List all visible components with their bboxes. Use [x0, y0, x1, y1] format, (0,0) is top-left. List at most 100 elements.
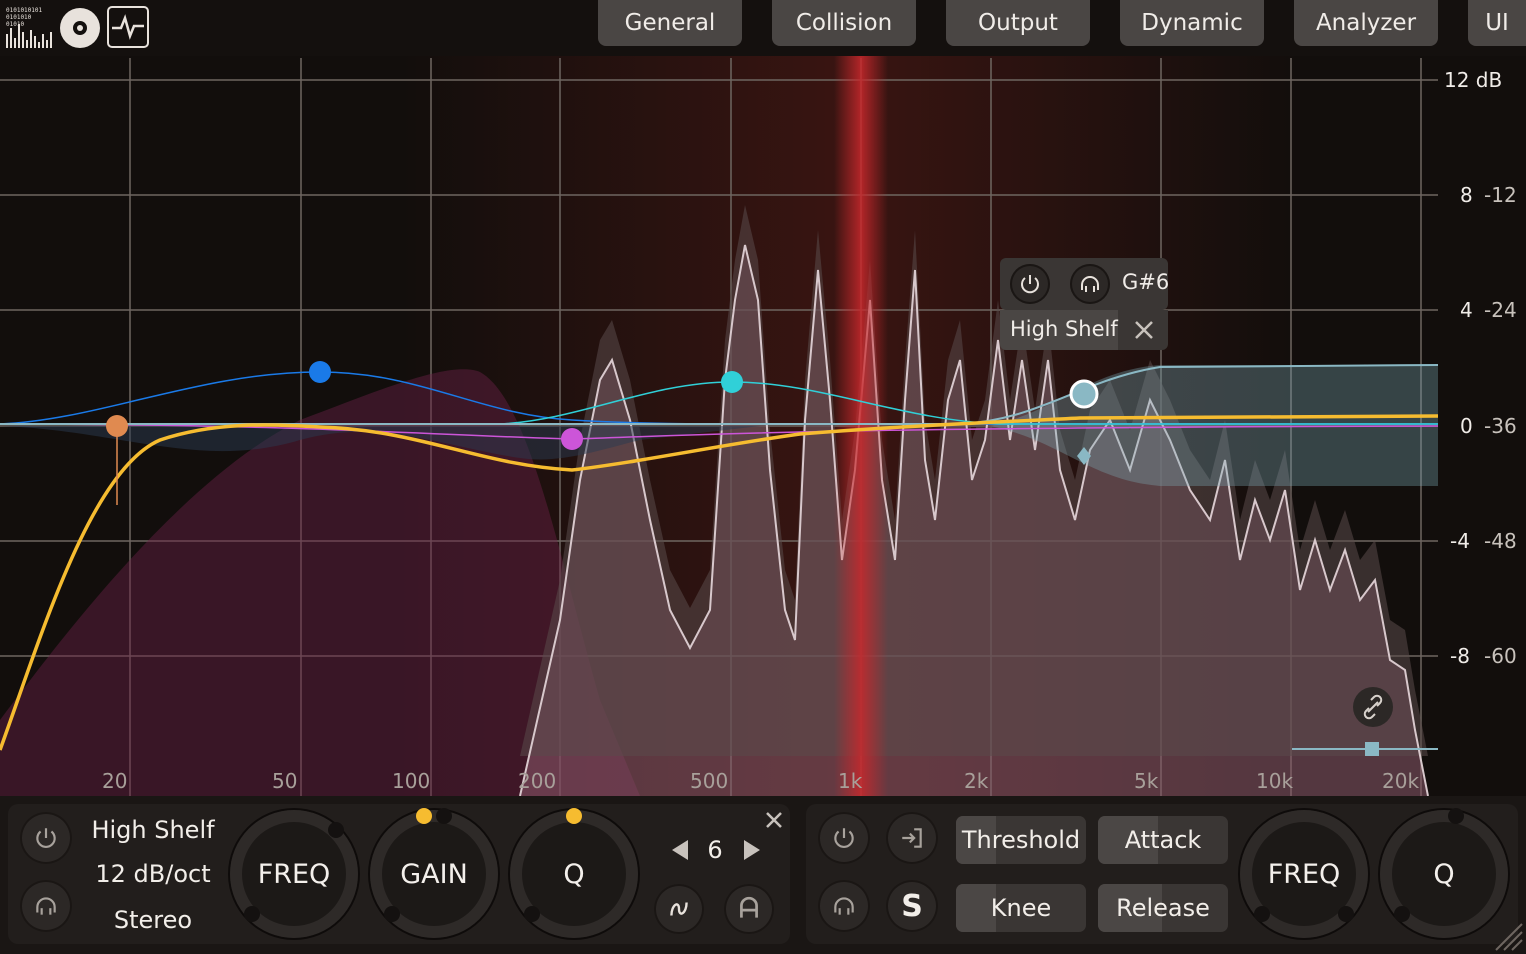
bottom-panel: High Shelf 12 dB/oct Stereo FREQ GAIN Q …	[0, 796, 1526, 954]
freq-label: 50	[272, 769, 297, 793]
tab-ui[interactable]: UI	[1468, 0, 1526, 46]
slope-selector[interactable]: 12 dB/oct	[95, 860, 211, 888]
analyzer-db-label: -60	[1484, 644, 1517, 668]
band-3-handle[interactable]	[561, 428, 583, 450]
collision-band	[834, 56, 888, 796]
dynamic-threshold-handle[interactable]	[1077, 447, 1091, 465]
headphones-icon	[1081, 276, 1099, 292]
q-knob[interactable]: Q	[510, 808, 638, 938]
analyzer-toggle-icon[interactable]	[107, 6, 149, 48]
band-listen-button[interactable]	[20, 880, 72, 932]
threshold-slider[interactable]: Threshold	[956, 816, 1086, 864]
db-label: 0	[1460, 414, 1473, 438]
spectrum-peak-shade	[520, 205, 1428, 756]
db-label: 4	[1460, 298, 1473, 322]
side-mode-button[interactable]: S	[886, 880, 938, 932]
freq-label: 10k	[1256, 769, 1293, 793]
q-indicator	[566, 808, 582, 824]
band-2-handle[interactable]	[309, 361, 331, 383]
band-power-button[interactable]	[1010, 264, 1050, 304]
band-4-handle[interactable]	[721, 371, 743, 393]
db-label: 8	[1460, 183, 1473, 207]
q-knob-label: Q	[563, 858, 585, 890]
svg-text:0101010: 0101010	[6, 14, 32, 21]
band-solo-button[interactable]	[1070, 264, 1110, 304]
freq-label: 20k	[1382, 769, 1419, 793]
dynamic-freq-knob-label: FREQ	[1267, 858, 1341, 890]
freq-label: 2k	[964, 769, 989, 793]
link-icon	[1363, 694, 1383, 720]
band-6-handle[interactable]	[1069, 379, 1099, 409]
top-bar: 0101010101 0101010 01010 General Collision…	[0, 0, 1526, 56]
db-label: 12 dB	[1444, 68, 1502, 92]
power-icon	[834, 828, 854, 849]
band-range-handle[interactable]	[1365, 742, 1379, 756]
knee-slider[interactable]: Knee	[956, 884, 1086, 932]
filter-type-selector[interactable]: High Shelf	[91, 816, 215, 844]
arrow-left-icon[interactable]	[668, 838, 692, 862]
close-icon[interactable]	[1133, 319, 1155, 341]
knee-label: Knee	[990, 894, 1052, 922]
tab-output[interactable]: Output	[946, 0, 1090, 46]
freq-label: 5k	[1134, 769, 1159, 793]
freq-label: 500	[690, 769, 728, 793]
dynamic-listen-button[interactable]	[818, 880, 870, 932]
tab-dynamic[interactable]: Dynamic	[1120, 0, 1264, 46]
analyzer-db-label: -12	[1484, 183, 1517, 207]
db-label: -4	[1450, 529, 1470, 553]
dynamic-bypass-button[interactable]	[818, 812, 870, 864]
headphones-icon	[36, 897, 56, 915]
freq-label: 1k	[838, 769, 863, 793]
freq-label: 200	[518, 769, 556, 793]
svg-text:01010: 01010	[6, 21, 24, 28]
power-icon	[36, 828, 56, 849]
freq-label: 20	[102, 769, 127, 793]
analyzer-db-label: -24	[1484, 298, 1517, 322]
wave-icon	[670, 902, 688, 916]
arrow-right-icon[interactable]	[740, 838, 764, 862]
band-bypass-button[interactable]	[20, 812, 72, 864]
freq-knob-label: FREQ	[257, 858, 331, 890]
band-popup-top: G#6	[1000, 258, 1170, 310]
band-popup-bottom: High Shelf	[1000, 310, 1168, 350]
analyzer-db-label: -48	[1484, 529, 1517, 553]
magenta-band-curve	[0, 423, 1439, 440]
band-note: G#6	[1122, 270, 1170, 294]
headphones-icon	[834, 897, 854, 915]
close-icon[interactable]	[764, 810, 784, 830]
tab-collision[interactable]: Collision	[772, 0, 916, 46]
dynamic-panel: S Threshold Attack Knee Release FREQ Q	[806, 804, 1518, 944]
release-slider[interactable]: Release	[1098, 884, 1228, 932]
pink-spectrum-fill	[0, 369, 640, 796]
high-shelf-shade	[990, 365, 1438, 486]
link-button[interactable]	[1353, 687, 1393, 727]
analyzer-db-label: -36	[1484, 414, 1517, 438]
combined-response-curve	[0, 414, 1439, 751]
gain-knob-label: GAIN	[400, 858, 468, 890]
attack-slider[interactable]: Attack	[1098, 816, 1228, 864]
eq-graph[interactable]: 20 50 100 200 500 1k 2k 5k 10k 20k 12 dB 8 4 0 -4 -8 -…	[0, 56, 1526, 796]
band-number: 6	[707, 836, 723, 864]
tab-analyzer[interactable]: Analyzer	[1294, 0, 1438, 46]
auto-gain-button[interactable]	[724, 884, 774, 934]
freq-knob[interactable]: FREQ	[230, 810, 358, 938]
band-1-handle[interactable]	[106, 415, 128, 437]
dynamic-q-knob[interactable]: Q	[1380, 808, 1508, 938]
resize-handle-icon[interactable]	[1490, 918, 1524, 952]
stereo-mode-selector[interactable]: Stereo	[113, 906, 193, 934]
auto-icon	[740, 896, 758, 918]
band-panel: High Shelf 12 dB/oct Stereo FREQ GAIN Q …	[8, 804, 790, 944]
spectrum-line	[519, 244, 1429, 796]
dynamic-freq-knob[interactable]: FREQ	[1240, 810, 1368, 938]
gain-knob[interactable]: GAIN	[370, 808, 498, 938]
threshold-label: Threshold	[961, 826, 1081, 854]
band-type-label[interactable]: High Shelf	[1010, 317, 1118, 341]
tab-general[interactable]: General	[598, 0, 742, 46]
filter-structure-button[interactable]	[654, 884, 704, 934]
freq-label: 100	[392, 769, 430, 793]
attack-label: Attack	[1124, 826, 1202, 854]
release-label: Release	[1116, 894, 1210, 922]
sidechain-input-button[interactable]	[886, 812, 938, 864]
dynamic-q-knob-label: Q	[1433, 858, 1455, 890]
